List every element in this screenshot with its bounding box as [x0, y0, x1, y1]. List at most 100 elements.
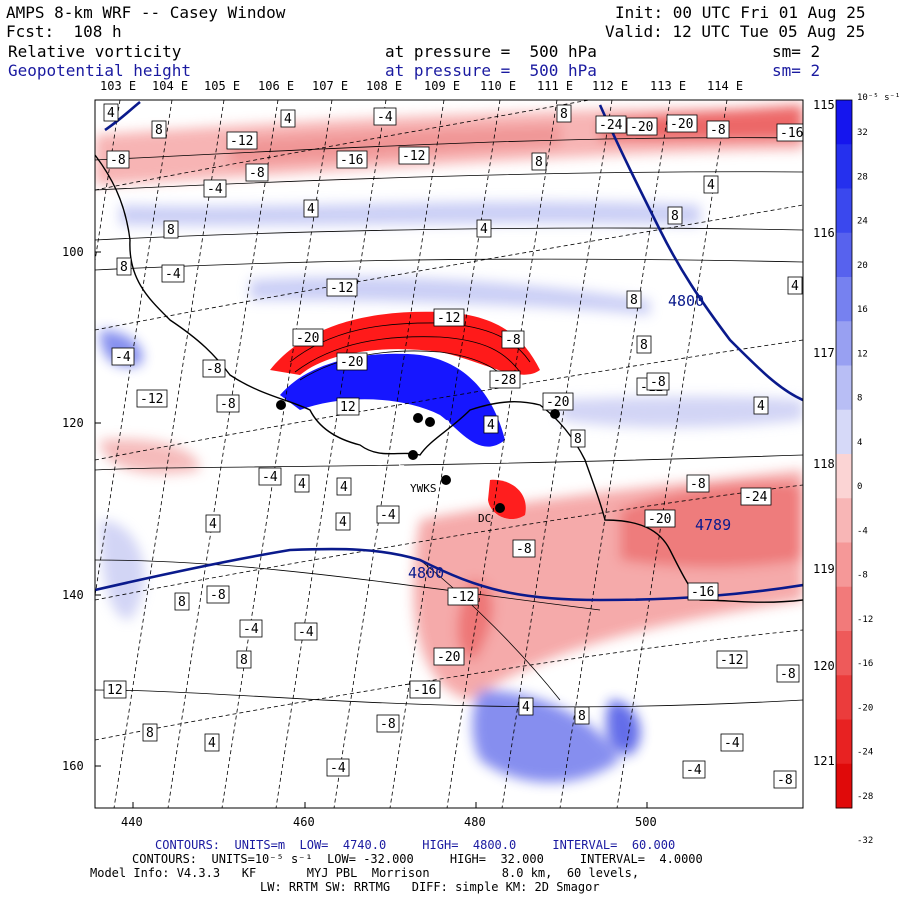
- colorbar-segment: [836, 454, 852, 499]
- contour-label: -16: [780, 126, 803, 141]
- contour-label-box: [687, 582, 719, 601]
- contour-label: 4: [480, 222, 488, 237]
- contour-label-box: [174, 592, 190, 611]
- contour-label: 4: [707, 178, 715, 193]
- contour-label-box: [245, 163, 269, 182]
- contour-label: 8: [535, 155, 543, 170]
- contour-label: -20: [630, 120, 653, 135]
- contour-label: 4: [107, 106, 115, 121]
- colorbar-tick-label: 32: [857, 128, 868, 138]
- contour-label-box: [667, 206, 683, 225]
- contour-label: -12: [451, 590, 474, 605]
- contour-label-box: [776, 123, 803, 142]
- contour-label-box: [398, 146, 430, 165]
- contour-label-box: [303, 199, 319, 218]
- contour-label: -8: [780, 667, 796, 682]
- contour-label: -8: [110, 153, 126, 168]
- contour-label-box: [686, 474, 710, 493]
- contour-label-box: [706, 120, 730, 139]
- field2-level: at pressure = 500 hPa: [385, 61, 597, 80]
- colorbar-segment: [836, 409, 852, 455]
- field2-name: Geopotential height: [8, 61, 192, 80]
- contour-label-box: [236, 650, 252, 669]
- contour-label-box: [776, 664, 800, 683]
- shade-band-north-strong: [230, 125, 560, 165]
- model-info: Model Info: V4.3.3 KF MYJ PBL Morrison 8…: [90, 866, 640, 880]
- contour-label-box: [666, 114, 698, 133]
- contour-label: 8: [560, 107, 568, 122]
- colorbar-segment: [836, 144, 852, 189]
- contour-label: 4: [339, 515, 347, 530]
- contour-label-box: [292, 328, 324, 347]
- station-marker-icon: [550, 409, 560, 419]
- station-label-sr: SR: [258, 403, 272, 416]
- contour-label: -20: [670, 117, 693, 132]
- contour-label: 8: [640, 338, 648, 353]
- contour-label: -16: [691, 585, 714, 600]
- contour-label: -4: [243, 622, 259, 637]
- contour-label: -28: [493, 373, 516, 388]
- contour-label-box: [280, 109, 296, 128]
- contour-label-box: [258, 467, 282, 486]
- contour-label: 4: [208, 736, 216, 751]
- contour-label-box: [373, 107, 397, 126]
- colorbar-segment: [836, 188, 852, 234]
- contour-label-box: [773, 770, 797, 789]
- colorbar-segment: [836, 763, 852, 809]
- contour-label-box: [204, 733, 220, 752]
- contour-label: -12: [402, 149, 425, 164]
- lon-label: 109 E: [424, 79, 460, 93]
- lon-label: 107 E: [312, 79, 348, 93]
- contour-label-box: [512, 539, 536, 558]
- contour-label: -4: [115, 350, 131, 365]
- contour-label: 4: [791, 279, 799, 294]
- colorbar-tick-label: 4: [857, 438, 862, 448]
- colorbar-segment: [836, 542, 852, 588]
- contour-label: -8: [206, 362, 222, 377]
- height-label-4800-north: 4800: [668, 292, 704, 310]
- colorbar-ticks: 32 28 24 20 16 12 8 4 0 -4 -8 -12 -16 -20 -24 -28 -32: [857, 128, 873, 846]
- vorticity-contours: [95, 137, 803, 708]
- x-tick-label: 460: [293, 815, 315, 829]
- height-contour-4800-south: [95, 547, 803, 602]
- station-label-ywks: YWKS: [410, 482, 437, 495]
- contour-label: -8: [505, 333, 521, 348]
- contour-label-box: [644, 509, 676, 528]
- lon-label: 110 E: [480, 79, 516, 93]
- contour-label: -4: [330, 761, 346, 776]
- contour-label: 8: [146, 726, 154, 741]
- contour-label: 4: [307, 202, 315, 217]
- contour-label-box: [595, 115, 627, 134]
- contour-label: -8: [690, 477, 706, 492]
- contour-label-box: [433, 647, 465, 666]
- contour-label: 8: [630, 293, 638, 308]
- contour-label: -20: [648, 512, 671, 527]
- x-tick-label: 500: [635, 815, 657, 829]
- contour-label-box: [205, 514, 221, 533]
- contour-label-box: [376, 505, 400, 524]
- contour-label-box: [106, 150, 130, 169]
- colorbar-tick-label: 20: [857, 261, 868, 271]
- shade-sw-blue: [100, 520, 145, 620]
- y-tick-label: 140: [62, 588, 84, 602]
- contour-label-box: [239, 619, 263, 638]
- height-contour-nw: [104, 100, 141, 132]
- contour-label-box: [518, 697, 534, 716]
- contour-label: -4: [686, 763, 702, 778]
- contour-label-box: [433, 308, 465, 327]
- coastline: [95, 154, 803, 603]
- contour-label-box: [409, 680, 441, 699]
- contour-label-box: [626, 117, 658, 136]
- station-marker-icon: [413, 413, 423, 423]
- contour-label-box: [203, 179, 227, 198]
- contour-label-box: [489, 370, 521, 389]
- shade-east-blue: [560, 396, 803, 428]
- contour-label-box: [626, 290, 642, 309]
- height-label-4789: 4789: [695, 516, 731, 534]
- field1-name: Relative vorticity: [8, 42, 182, 61]
- colorbar-tick-label: -24: [857, 748, 873, 758]
- contour-label: -24: [599, 118, 623, 133]
- vorticity-max-negative: [280, 353, 505, 447]
- station-label-dc: DC: [478, 512, 491, 525]
- contour-label-box: [202, 359, 226, 378]
